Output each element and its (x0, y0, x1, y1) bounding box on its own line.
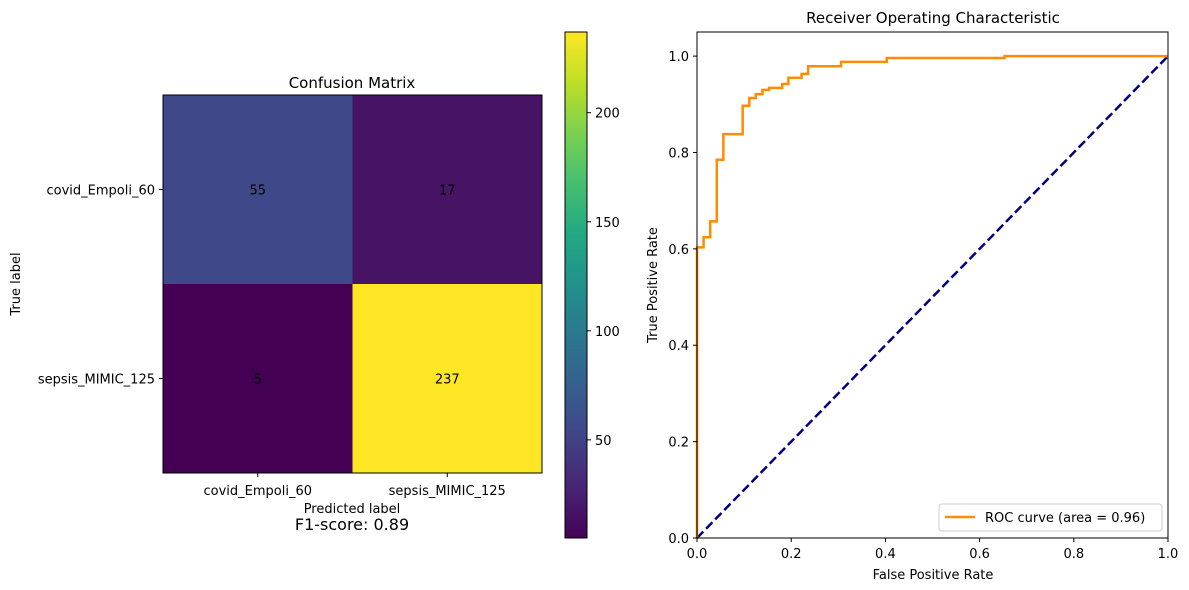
colorbar-tick-label: 200 (595, 107, 620, 122)
cm-cell (163, 284, 353, 473)
cm-cell-value: 5 (254, 373, 262, 388)
colorbar-tick-label: 50 (595, 434, 612, 449)
cm-x-tick-label: covid_Empoli_60 (203, 484, 312, 499)
roc-y-tick-label: 0.6 (668, 243, 689, 258)
roc-x-tick-label: 0.2 (781, 547, 802, 562)
confusion-matrix-panel: Confusion Matrix 55 17 5 237 True label Pre… (9, 74, 543, 534)
cm-cell-value: 55 (249, 184, 266, 199)
roc-x-tick-label: 0.8 (1063, 547, 1084, 562)
roc-y-tick-label: 0.8 (668, 146, 689, 161)
legend-label: ROC curve (area = 0.96) (985, 511, 1145, 526)
roc-x-tick-label: 0.0 (687, 547, 708, 562)
cm-frame (162, 94, 543, 474)
chance-diagonal (696, 55, 1169, 539)
roc-legend: ROC curve (area = 0.96) (938, 503, 1163, 532)
roc-frame (696, 31, 1169, 539)
colorbar-tick-label: 100 (595, 325, 620, 340)
roc-x-tick-label: 0.4 (875, 547, 896, 562)
roc-x-tick-label: 1.0 (1158, 547, 1179, 562)
colorbar: 50 100 150 200 (564, 31, 620, 539)
cm-x-tick-label: sepsis_MIMIC_125 (389, 484, 506, 499)
roc-y-tick-label: 0.4 (668, 339, 689, 354)
cm-cell-value: 17 (439, 184, 456, 199)
roc-xlabel: False Positive Rate (873, 568, 994, 583)
colorbar-gradient (564, 31, 588, 539)
roc-x-tick-label: 0.6 (969, 547, 990, 562)
f1-score-note: F1-score: 0.89 (295, 515, 409, 534)
cm-cell (163, 95, 353, 284)
colorbar-tick-label: 150 (595, 216, 620, 231)
roc-curve (695, 54, 1168, 538)
cm-ylabel: True label (9, 252, 24, 316)
cm-y-tick-label: covid_Empoli_60 (46, 184, 155, 199)
cm-cell (352, 284, 542, 473)
roc-y-tick-label: 1.0 (668, 50, 689, 65)
roc-panel: Receiver Operating Characteristic 0.0 0.2… (646, 9, 1178, 583)
roc-ylabel: True Positive Rate (646, 227, 661, 344)
cm-cell (352, 95, 542, 284)
cm-xlabel: Predicted label (304, 502, 401, 517)
legend-box (938, 503, 1163, 532)
cm-title: Confusion Matrix (289, 74, 416, 92)
roc-y-tick-label: 0.0 (668, 532, 689, 547)
cm-cell-value: 237 (435, 373, 460, 388)
cm-y-tick-label: sepsis_MIMIC_125 (38, 373, 155, 388)
roc-title: Receiver Operating Characteristic (806, 9, 1060, 27)
roc-y-tick-label: 0.2 (668, 436, 689, 451)
